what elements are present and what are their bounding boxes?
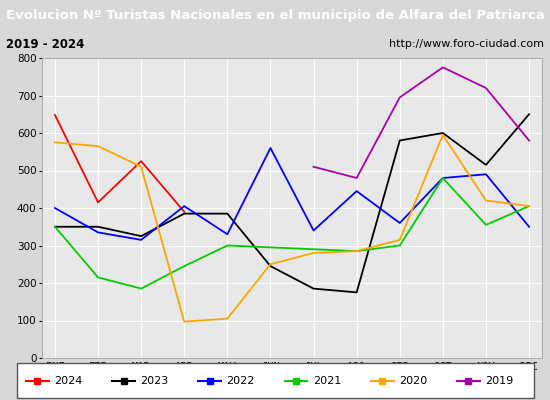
Text: 2020: 2020: [399, 376, 427, 386]
Text: Evolucion Nº Turistas Nacionales en el municipio de Alfara del Patriarca: Evolucion Nº Turistas Nacionales en el m…: [6, 10, 544, 22]
Text: 2024: 2024: [54, 376, 82, 386]
Text: 2019: 2019: [485, 376, 513, 386]
Text: 2019 - 2024: 2019 - 2024: [6, 38, 84, 50]
Text: 2022: 2022: [227, 376, 255, 386]
Text: 2023: 2023: [140, 376, 169, 386]
Text: 2021: 2021: [313, 376, 341, 386]
Text: http://www.foro-ciudad.com: http://www.foro-ciudad.com: [389, 39, 544, 49]
